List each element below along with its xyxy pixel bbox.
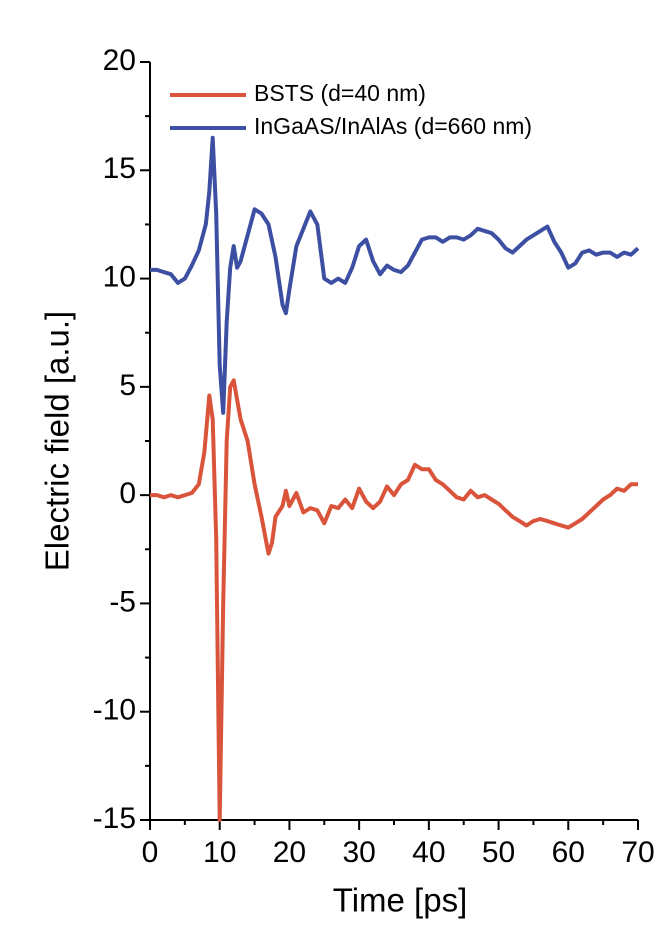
x-tick-label: 40 bbox=[412, 836, 445, 869]
y-tick-label: 0 bbox=[119, 477, 136, 510]
x-tick-label: 0 bbox=[142, 836, 159, 869]
x-tick-label: 70 bbox=[621, 836, 654, 869]
legend-label: BSTS (d=40 nm) bbox=[254, 80, 426, 106]
y-tick-label: 15 bbox=[103, 152, 136, 185]
x-tick-label: 30 bbox=[342, 836, 375, 869]
y-tick-label: -15 bbox=[93, 802, 136, 835]
y-axis-label: Electric field [a.u.] bbox=[39, 311, 76, 571]
x-tick-label: 60 bbox=[552, 836, 585, 869]
series-line bbox=[150, 135, 640, 415]
y-tick-label: -5 bbox=[109, 585, 136, 618]
y-tick-label: -10 bbox=[93, 694, 136, 727]
y-tick-label: 20 bbox=[103, 44, 136, 77]
series-line bbox=[150, 378, 638, 822]
legend-label: InGaAS/InAlAs (d=660 nm) bbox=[254, 113, 532, 139]
y-tick-label: 10 bbox=[103, 260, 136, 293]
x-tick-label: 10 bbox=[203, 836, 236, 869]
y-tick-label: 5 bbox=[119, 369, 136, 402]
x-axis-label: Time [ps] bbox=[333, 882, 467, 919]
x-tick-label: 20 bbox=[273, 836, 306, 869]
x-tick-label: 50 bbox=[482, 836, 515, 869]
